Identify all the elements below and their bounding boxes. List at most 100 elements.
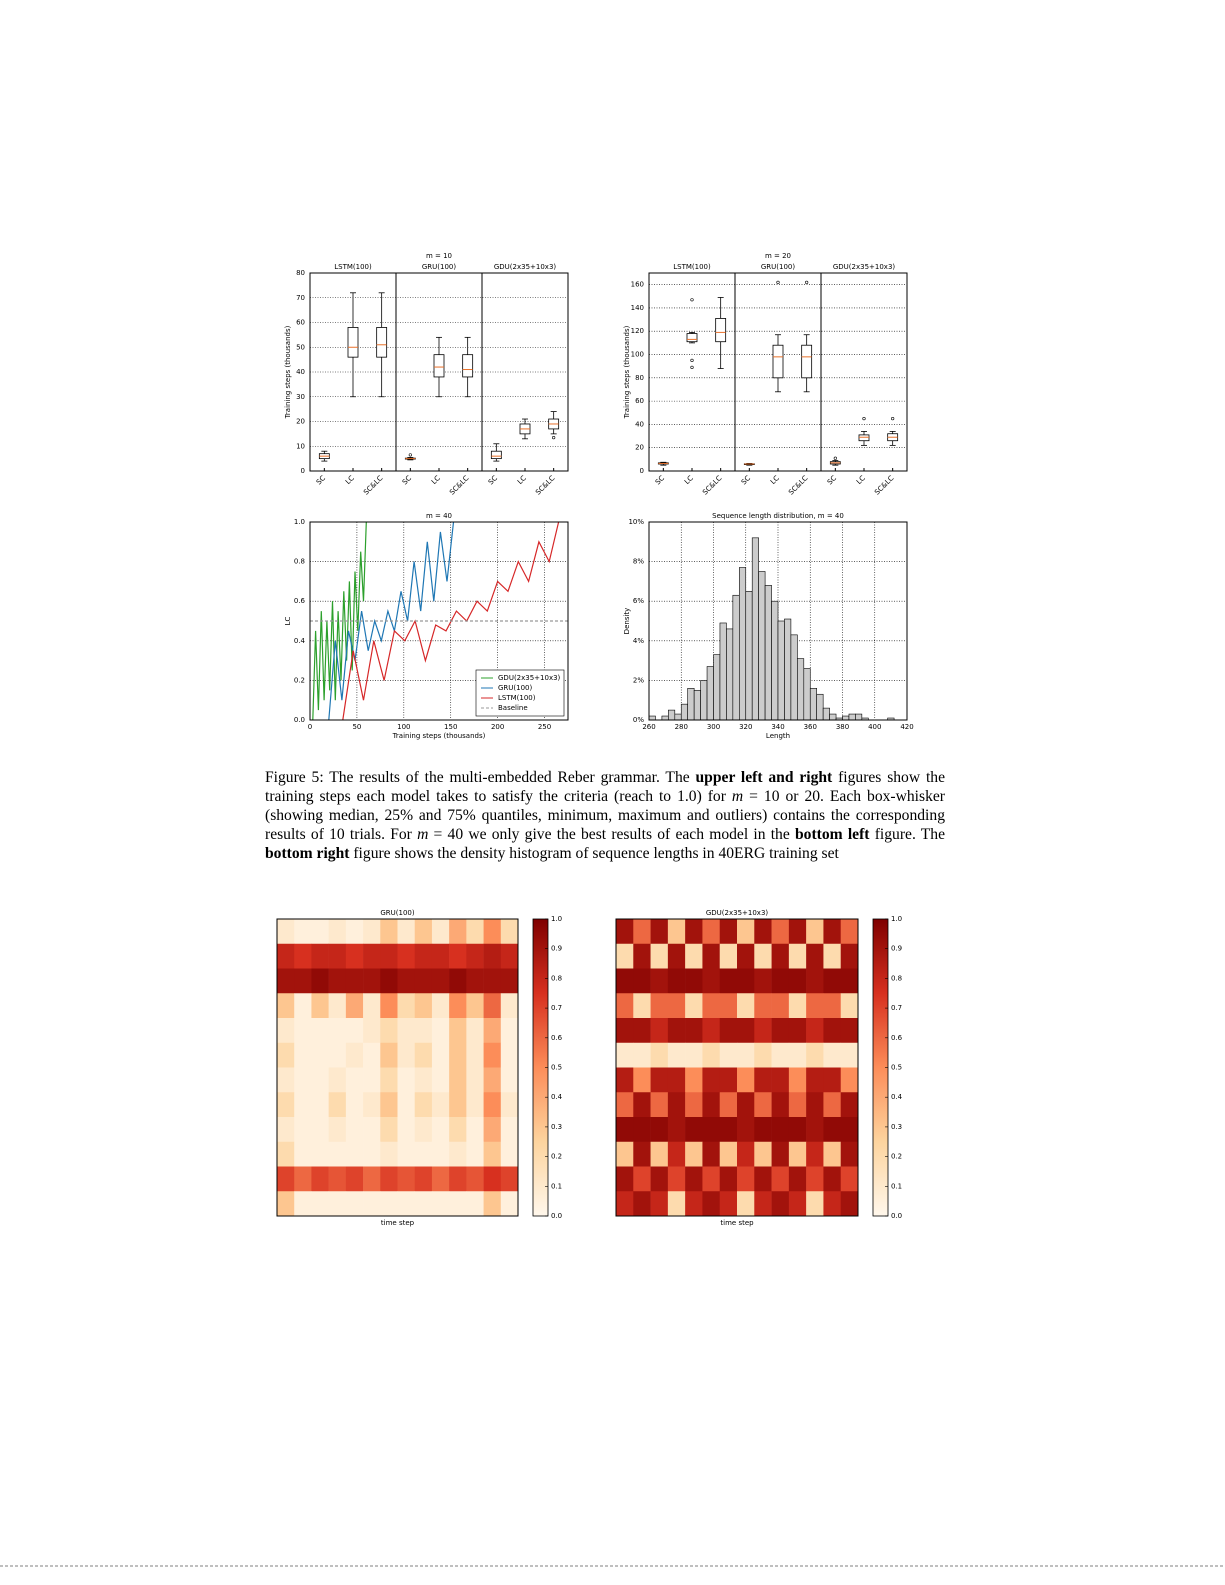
x-tick-label: 360 [804, 723, 817, 731]
heatmap-cell [363, 1067, 381, 1093]
y-tick-label: 10 [296, 442, 305, 450]
heatmap-cell [754, 1141, 772, 1167]
heatmap-cell [500, 919, 519, 945]
heatmap-cell [483, 919, 502, 945]
heatmap-cell [737, 919, 755, 945]
heatmap-cell [650, 1018, 669, 1044]
heatmap-cell [363, 1191, 381, 1217]
heatmap-cell [771, 993, 790, 1019]
heatmap-cell [667, 968, 686, 994]
heatmap-cell [616, 1166, 634, 1192]
heatmap-cell [667, 1166, 686, 1192]
x-tick-label: SC&LC [534, 474, 556, 496]
heatmap-cell [806, 919, 824, 945]
heatmap-cell [754, 1042, 772, 1068]
histogram-bar [797, 658, 805, 721]
panel-title: LSTM(100) [673, 263, 711, 271]
heatmap-cell [754, 1092, 772, 1118]
colorbar-tick-label: 1.0 [891, 915, 902, 923]
heatmap-cell [823, 919, 842, 945]
y-tick-label: 40 [635, 420, 644, 428]
y-tick-label: 6% [633, 597, 644, 605]
heatmap-cell [754, 919, 772, 945]
colorbar-tick-label: 0.7 [551, 1004, 562, 1012]
heatmap-cell [414, 1191, 433, 1217]
legend-label: GDU(2x35+10x3) [498, 674, 561, 682]
heatmap-cell [311, 1018, 329, 1044]
heatmap-cell [737, 1067, 755, 1093]
chart-title: Sequence length distribution, m = 40 [712, 512, 844, 520]
heatmap-cell [685, 1018, 703, 1044]
heatmap-cell [466, 1166, 484, 1192]
heatmap-cell [702, 993, 721, 1019]
x-tick-label: LC [855, 474, 867, 486]
heatmap-cell [633, 1067, 651, 1093]
y-tick-label: 60 [296, 319, 305, 327]
heatmap-cell [737, 1092, 755, 1118]
heatmap-cell [277, 1067, 295, 1093]
heatmap-cell [345, 1141, 364, 1167]
heatmap-cell [277, 1042, 295, 1068]
heatmap-cell [277, 919, 295, 945]
chart-title: GRU(100) [380, 909, 415, 917]
y-tick-label: 160 [631, 281, 644, 289]
heatmap-cell [328, 943, 347, 969]
x-tick-label: SC [740, 474, 752, 486]
heatmap-cell [737, 1042, 755, 1068]
outlier [408, 453, 412, 457]
colorbar-tick-label: 0.8 [551, 974, 562, 982]
heatmap-cell [466, 968, 484, 994]
heatmap-cell [500, 1042, 519, 1068]
histogram-bar [706, 666, 714, 721]
heatmap-cell [345, 919, 364, 945]
colorbar-tick-label: 0.0 [551, 1212, 562, 1220]
heatmap-cell [449, 1117, 467, 1143]
y-tick-label: 100 [631, 351, 644, 359]
heatmap-cell [328, 1166, 347, 1192]
histogram-bar [726, 628, 734, 721]
heatmap-cell [466, 993, 484, 1019]
box [462, 354, 474, 378]
x-tick-label: SC&LC [362, 474, 384, 496]
heatmap-cell [616, 1042, 634, 1068]
heatmap-cell [806, 1191, 824, 1217]
histogram-bar [732, 594, 740, 721]
heatmap-cell [667, 943, 686, 969]
heatmap-cell [685, 968, 703, 994]
outlier [805, 280, 809, 284]
y-tick-label: 1.0 [294, 518, 305, 526]
histogram-bar [790, 634, 798, 721]
heatmap-cell [788, 1018, 807, 1044]
heatmap-cell [431, 993, 450, 1019]
histogram-bar [668, 709, 676, 721]
y-axis-label: Training steps (thousands) [623, 325, 631, 419]
heatmap-cell [345, 1092, 364, 1118]
caption-text: upper left and right [695, 769, 833, 786]
heatmap-cell [345, 1067, 364, 1093]
heatmap-cell [667, 1141, 686, 1167]
heatmap-cell [500, 1191, 519, 1217]
heatmap-cell [345, 943, 364, 969]
caption-text: Figure 5: [265, 769, 324, 786]
caption-text: = 40 we only give the best results of ea… [428, 826, 795, 843]
x-tick-label: 200 [491, 723, 504, 731]
heatmap-cell [616, 993, 634, 1019]
heatmap-cell [466, 1042, 484, 1068]
heatmap-cell [616, 919, 634, 945]
heatmap-cell [345, 1166, 364, 1192]
heatmap-cell [466, 1117, 484, 1143]
heatmap-cell [345, 1042, 364, 1068]
box [490, 450, 502, 460]
heatmap-cell [414, 1018, 433, 1044]
heatmap-cell [311, 1166, 329, 1192]
colorbar-tick-label: 0.6 [551, 1034, 563, 1042]
heatmap-cell [380, 1067, 398, 1093]
heatmap-cell [754, 993, 772, 1019]
heatmap-cell [500, 968, 519, 994]
x-axis-label: Length [766, 732, 790, 740]
outlier [690, 365, 694, 369]
histogram-bar [680, 703, 688, 721]
heatmap-cell [823, 1018, 842, 1044]
heatmap-cell [397, 968, 416, 994]
x-axis-label: time step [381, 1219, 415, 1227]
